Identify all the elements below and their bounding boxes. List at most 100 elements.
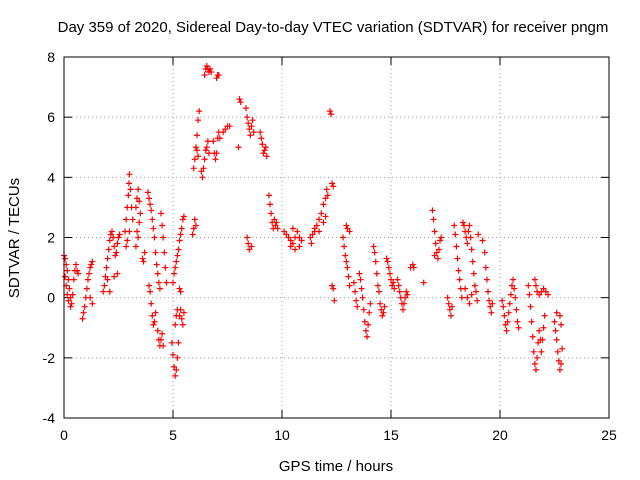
data-point [87, 264, 94, 271]
data-point [265, 192, 272, 199]
data-point [261, 147, 268, 154]
data-point [112, 252, 119, 259]
data-point [318, 210, 325, 217]
data-point [178, 225, 185, 232]
data-point [196, 108, 203, 115]
data-point [153, 261, 160, 268]
data-point [80, 309, 87, 316]
data-point [508, 282, 515, 289]
data-point [531, 360, 538, 367]
data-point [479, 237, 486, 244]
data-point [102, 273, 109, 280]
data-point [65, 276, 72, 283]
data-point [532, 366, 539, 373]
data-point [539, 336, 546, 343]
data-point [101, 282, 108, 289]
data-point [343, 258, 350, 265]
data-point [123, 216, 130, 223]
data-point [298, 237, 305, 244]
data-point [462, 285, 469, 292]
data-point [79, 315, 86, 322]
data-point [200, 165, 207, 172]
data-point [559, 345, 566, 352]
data-point [510, 276, 517, 283]
data-point [210, 138, 217, 145]
data-point [316, 216, 323, 223]
data-point [513, 306, 520, 313]
data-point [74, 267, 81, 274]
data-point [376, 288, 383, 295]
data-point [212, 156, 219, 163]
data-point [370, 243, 377, 250]
data-point [149, 312, 156, 319]
data-point [433, 249, 440, 256]
y-tick-label: 0 [47, 290, 55, 306]
data-point [160, 342, 167, 349]
tick-labels: -4 -2 0 2 4 6 8 0 5 10 15 20 25 [43, 49, 617, 443]
data-point [488, 309, 495, 316]
data-point [125, 192, 132, 199]
data-point [395, 282, 402, 289]
data-point [535, 339, 542, 346]
data-point [474, 297, 481, 304]
data-point [273, 219, 280, 226]
data-point [106, 237, 113, 244]
data-point [246, 246, 253, 253]
data-point [366, 309, 373, 316]
data-point [175, 246, 182, 253]
data-point [134, 195, 141, 202]
data-point [201, 72, 208, 79]
chart-title: Day 359 of 2020, Sidereal Day-to-day VTE… [58, 19, 609, 36]
data-point [453, 243, 460, 250]
x-tick-label: 25 [601, 427, 617, 443]
data-point [178, 315, 185, 322]
data-point [541, 312, 548, 319]
data-point [431, 228, 438, 235]
y-tick-label: 2 [47, 230, 55, 246]
data-point [174, 354, 181, 361]
data-point [248, 243, 255, 250]
data-point [536, 291, 543, 298]
data-point [458, 294, 465, 301]
data-point [384, 258, 391, 265]
data-point [141, 249, 148, 256]
data-point [316, 228, 323, 235]
data-point [507, 291, 514, 298]
data-point [220, 129, 227, 136]
data-point [475, 231, 482, 238]
data-point [344, 264, 351, 271]
data-point [72, 261, 79, 268]
data-point [147, 288, 154, 295]
data-point [526, 291, 533, 298]
data-point [379, 312, 386, 319]
data-point [132, 204, 139, 211]
data-point [434, 255, 441, 262]
data-point [107, 231, 114, 238]
data-point [350, 279, 357, 286]
data-point [538, 348, 545, 355]
data-point [287, 243, 294, 250]
data-point [322, 213, 329, 220]
data-point [172, 372, 179, 379]
data-point [525, 282, 532, 289]
data-point [87, 294, 94, 301]
data-point [258, 135, 265, 142]
data-point [201, 156, 208, 163]
data-point [281, 228, 288, 235]
data-point [191, 156, 198, 163]
data-point [292, 246, 299, 253]
data-point [309, 231, 316, 238]
y-tick-label: 4 [47, 169, 55, 185]
data-point [272, 222, 279, 229]
data-point [246, 126, 253, 133]
data-point [470, 270, 477, 277]
data-point [330, 285, 337, 292]
data-point [173, 366, 180, 373]
data-point [501, 312, 508, 319]
data-point [161, 249, 168, 256]
data-point [226, 123, 233, 130]
data-point [216, 135, 223, 142]
data-point [208, 69, 215, 76]
data-point [204, 138, 211, 145]
